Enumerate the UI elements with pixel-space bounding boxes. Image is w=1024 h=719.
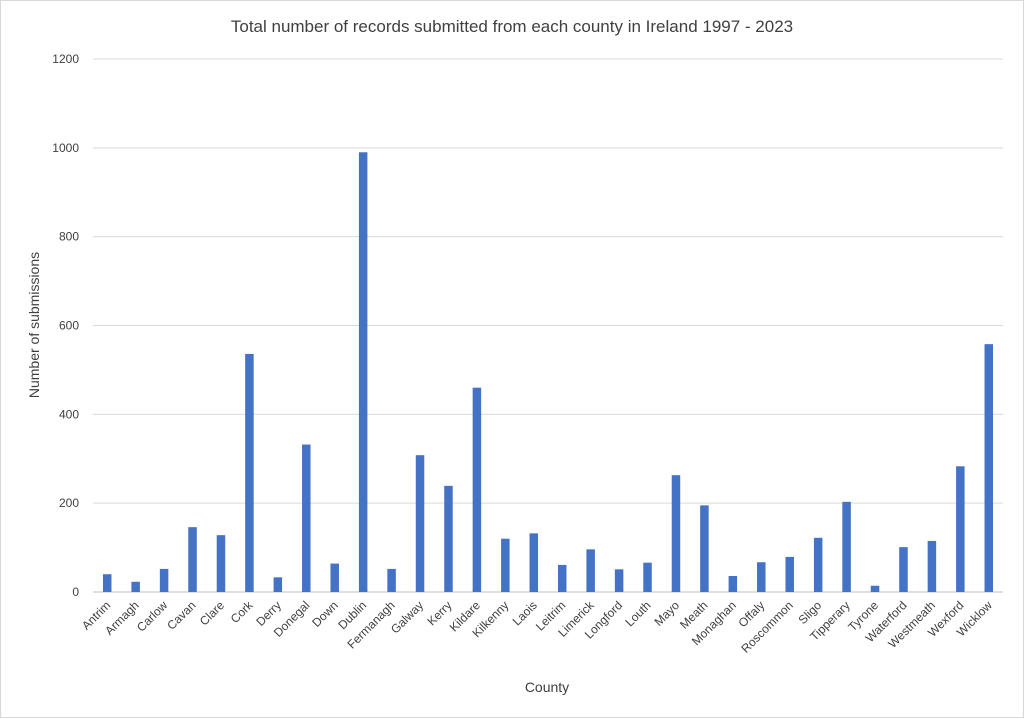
- x-axis-title: County: [525, 679, 569, 695]
- bar-monaghan: [728, 576, 738, 592]
- bar-wexford: [956, 466, 965, 592]
- x-tick-label: Cavan: [164, 598, 198, 632]
- bar-kerry: [444, 485, 453, 592]
- bar-meath: [700, 505, 709, 592]
- bar-sligo: [813, 537, 823, 592]
- bar-westmeath: [927, 540, 937, 592]
- bar-leitrim: [557, 564, 567, 592]
- bar-cavan: [188, 527, 197, 592]
- bar-offaly: [757, 562, 766, 592]
- x-tick-label: Cork: [228, 598, 257, 627]
- bar-louth: [643, 562, 652, 592]
- bar-limerick: [586, 549, 595, 592]
- bar-armagh: [131, 581, 140, 592]
- bar-derry: [273, 577, 283, 592]
- bar-cork: [245, 353, 254, 592]
- y-tick-label: 400: [59, 407, 79, 421]
- bar-fermanagh: [387, 568, 396, 592]
- y-tick-labels: 0 200 400 600 800 1000 1200: [52, 52, 79, 599]
- y-tick-label: 1200: [52, 52, 79, 66]
- y-tick-label: 200: [59, 496, 79, 510]
- y-tick-label: 800: [59, 230, 79, 244]
- y-tick-label: 0: [72, 585, 79, 599]
- x-tick-label: Galway: [388, 598, 426, 636]
- bar-roscommon: [785, 556, 794, 592]
- bar-antrim: [102, 574, 112, 592]
- bar-dublin: [358, 152, 368, 592]
- gridlines: [93, 58, 1003, 593]
- y-tick-label: 1000: [52, 141, 79, 155]
- bar-galway: [415, 455, 425, 592]
- x-tick-label: Down: [309, 598, 341, 630]
- bar-laois: [529, 533, 539, 592]
- x-tick-label: Louth: [623, 598, 654, 629]
- bar-waterford: [899, 547, 908, 592]
- bar-wicklow: [984, 344, 994, 592]
- bar-tyrone: [870, 585, 880, 592]
- bar-carlow: [159, 568, 169, 592]
- x-tick-label: Mayo: [651, 598, 682, 629]
- bar-kildare: [472, 387, 482, 592]
- bar-donegal: [302, 444, 311, 592]
- x-tick-label: Carlow: [134, 598, 171, 635]
- bar-clare: [216, 535, 226, 592]
- bars: [102, 152, 994, 592]
- bar-kilkenny: [501, 538, 510, 592]
- bar-mayo: [671, 475, 681, 592]
- bar-longford: [614, 569, 624, 592]
- bar-tipperary: [842, 501, 851, 592]
- x-tick-label: Clare: [197, 598, 227, 628]
- y-axis-title: Number of submissions: [26, 252, 42, 398]
- y-tick-label: 600: [59, 319, 79, 333]
- bar-down: [330, 563, 339, 592]
- chart-title: Total number of records submitted from e…: [231, 17, 793, 36]
